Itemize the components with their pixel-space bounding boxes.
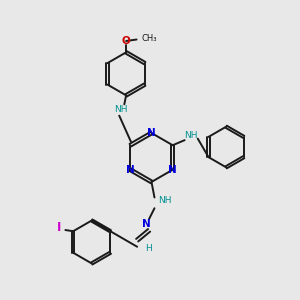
Text: N: N bbox=[147, 128, 156, 138]
Text: I: I bbox=[57, 221, 61, 234]
Text: N: N bbox=[126, 165, 135, 175]
Text: O: O bbox=[122, 36, 130, 46]
Text: CH₃: CH₃ bbox=[141, 34, 157, 43]
Text: N: N bbox=[168, 165, 177, 175]
Text: N: N bbox=[142, 219, 151, 230]
Text: H: H bbox=[145, 244, 152, 253]
Text: NH: NH bbox=[114, 105, 128, 114]
Text: NH: NH bbox=[184, 131, 198, 140]
Text: NH: NH bbox=[158, 196, 172, 205]
